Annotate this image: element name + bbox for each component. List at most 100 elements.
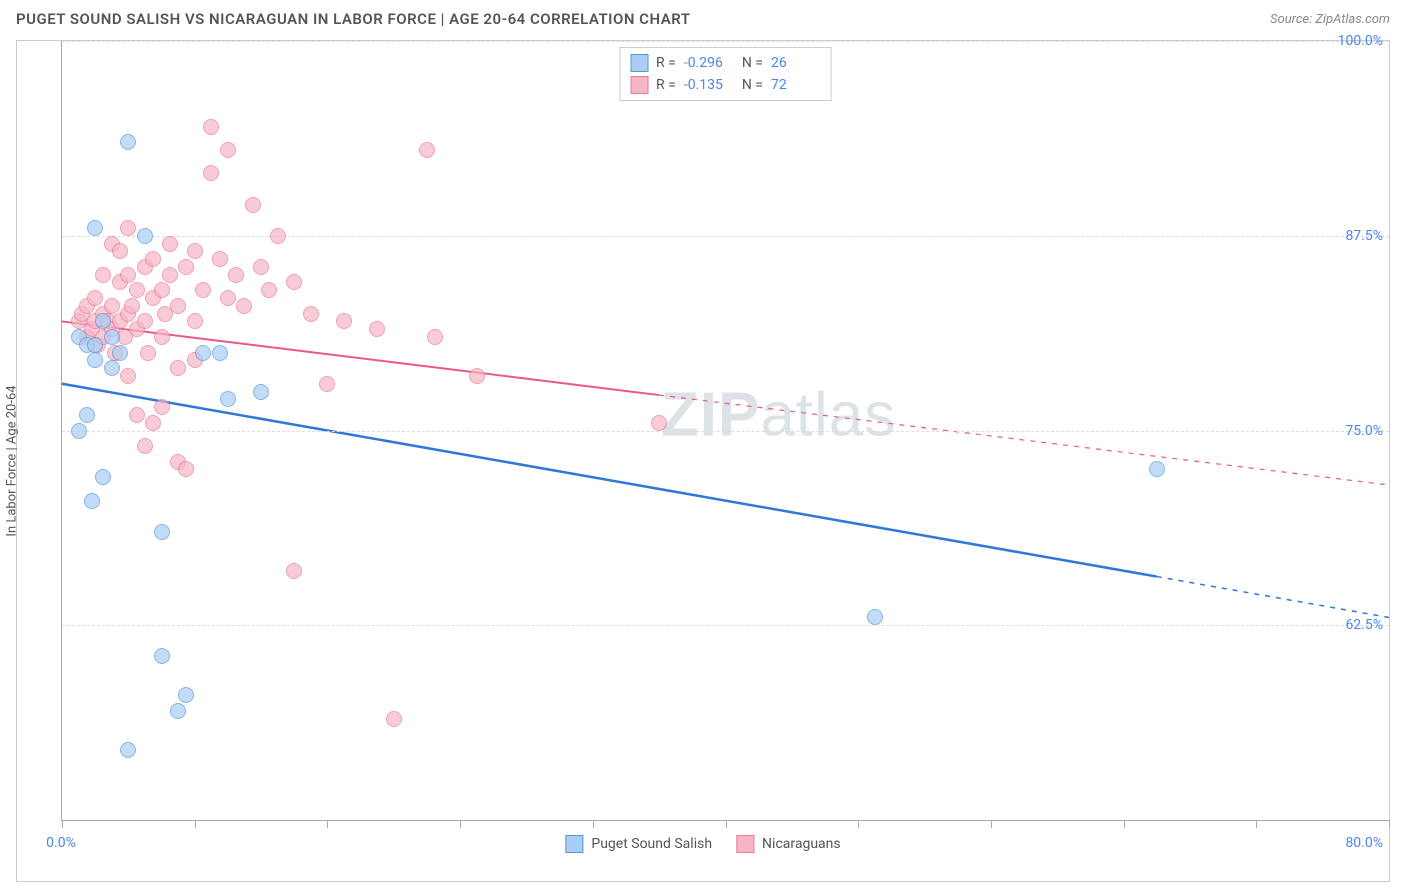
x-axis-max-label: 80.0% — [1345, 835, 1383, 851]
data-point-nica — [220, 142, 236, 158]
data-point-puget — [178, 687, 194, 703]
data-point-nica — [195, 282, 211, 298]
data-point-nica — [212, 251, 228, 267]
data-point-nica — [220, 290, 236, 306]
data-point-nica — [162, 236, 178, 252]
data-point-nica — [129, 407, 145, 423]
series-legend: Puget Sound Salish Nicaraguans — [565, 835, 840, 853]
data-point-puget — [71, 423, 87, 439]
data-point-puget — [253, 384, 269, 400]
data-point-puget — [79, 407, 95, 423]
data-point-nica — [104, 298, 120, 314]
legend-row-nica: R = -0.135 N = 72 — [630, 74, 821, 96]
data-point-nica — [87, 290, 103, 306]
data-point-puget — [220, 391, 236, 407]
data-point-nica — [270, 228, 286, 244]
legend-item-nica: Nicaraguans — [736, 835, 841, 853]
data-point-nica — [419, 142, 435, 158]
data-point-puget — [120, 742, 136, 758]
data-point-nica — [137, 313, 153, 329]
data-point-nica — [124, 298, 140, 314]
r-value-nica: -0.135 — [684, 77, 734, 93]
gridline — [62, 41, 1389, 42]
data-point-nica — [170, 360, 186, 376]
data-point-nica — [203, 165, 219, 181]
x-tick — [62, 820, 63, 828]
data-point-nica — [162, 267, 178, 283]
data-point-nica — [140, 345, 156, 361]
n-value-nica: 72 — [771, 77, 821, 93]
legend-label-puget: Puget Sound Salish — [591, 836, 712, 852]
n-value-puget: 26 — [771, 55, 821, 71]
data-point-nica — [427, 329, 443, 345]
data-point-nica — [170, 298, 186, 314]
x-tick — [460, 820, 461, 828]
data-point-puget — [87, 220, 103, 236]
data-point-puget — [120, 134, 136, 150]
data-point-nica — [286, 274, 302, 290]
data-point-nica — [178, 259, 194, 275]
trendline-puget — [62, 384, 1157, 577]
trendline-extrapolated-puget — [1157, 577, 1389, 618]
legend-row-puget: R = -0.296 N = 26 — [630, 52, 821, 74]
data-point-puget — [170, 703, 186, 719]
r-value-puget: -0.296 — [684, 55, 734, 71]
data-point-nica — [203, 119, 219, 135]
data-point-puget — [87, 337, 103, 353]
x-tick — [1389, 820, 1390, 828]
x-tick — [858, 820, 859, 828]
data-point-nica — [120, 267, 136, 283]
trendline-extrapolated-nica — [659, 395, 1389, 485]
x-tick — [327, 820, 328, 828]
data-point-puget — [1149, 461, 1165, 477]
data-point-nica — [369, 321, 385, 337]
data-point-nica — [187, 313, 203, 329]
data-point-nica — [651, 415, 667, 431]
y-tick-label: 100.0% — [1338, 33, 1383, 49]
data-point-nica — [154, 282, 170, 298]
data-point-nica — [187, 243, 203, 259]
legend-label-nica: Nicaraguans — [762, 836, 841, 852]
data-point-nica — [154, 329, 170, 345]
data-point-nica — [386, 711, 402, 727]
swatch-puget — [630, 54, 648, 72]
data-point-nica — [236, 298, 252, 314]
data-point-puget — [212, 345, 228, 361]
plot-area: ZIPatlas R = -0.296 N = 26 R = -0.135 N … — [61, 41, 1389, 821]
data-point-nica — [178, 461, 194, 477]
data-point-nica — [120, 368, 136, 384]
data-point-puget — [137, 228, 153, 244]
data-point-nica — [137, 438, 153, 454]
gridline — [62, 625, 1389, 626]
x-tick — [593, 820, 594, 828]
x-tick — [1256, 820, 1257, 828]
data-point-puget — [104, 329, 120, 345]
x-tick — [726, 820, 727, 828]
data-point-puget — [95, 469, 111, 485]
x-tick — [195, 820, 196, 828]
y-tick-label: 87.5% — [1345, 228, 1383, 244]
legend-item-puget: Puget Sound Salish — [565, 835, 712, 853]
y-tick-label: 75.0% — [1345, 423, 1383, 439]
data-point-nica — [145, 251, 161, 267]
gridline — [62, 236, 1389, 237]
x-axis-min-label: 0.0% — [46, 835, 76, 851]
data-point-puget — [112, 345, 128, 361]
data-point-nica — [129, 282, 145, 298]
data-point-puget — [154, 524, 170, 540]
swatch-nica — [736, 835, 754, 853]
data-point-nica — [286, 563, 302, 579]
data-point-nica — [120, 220, 136, 236]
y-tick-label: 62.5% — [1345, 617, 1383, 633]
data-point-puget — [87, 352, 103, 368]
swatch-puget — [565, 835, 583, 853]
data-point-nica — [253, 259, 269, 275]
source-attribution: Source: ZipAtlas.com — [1270, 12, 1390, 27]
correlation-legend: R = -0.296 N = 26 R = -0.135 N = 72 — [619, 47, 832, 101]
data-point-puget — [95, 313, 111, 329]
data-point-nica — [319, 376, 335, 392]
data-point-nica — [95, 267, 111, 283]
x-tick — [1124, 820, 1125, 828]
data-point-puget — [195, 345, 211, 361]
data-point-nica — [112, 243, 128, 259]
